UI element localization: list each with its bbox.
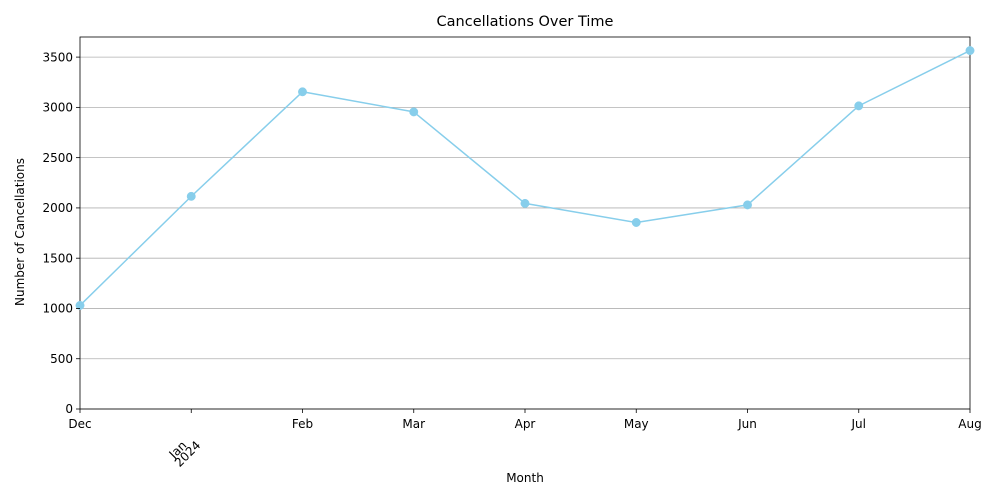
y-tick-label: 1000 [42,302,73,316]
series-layer [75,46,975,310]
y-axis-label: Number of Cancellations [13,158,27,306]
data-point [298,87,307,97]
data-point [186,191,196,201]
data-point [409,107,419,117]
x-tick-label: Jul [851,417,866,431]
y-tick-label: 1500 [42,251,73,265]
data-point [520,198,530,208]
x-tick-label: Aug [958,417,981,431]
x-tick-label: Apr [515,417,536,431]
y-tick-label: 3000 [42,101,73,115]
y-tick-label: 0 [65,402,73,416]
data-point [75,300,85,310]
y-tick-label: 2000 [42,201,73,215]
data-point [631,218,641,227]
x-tick-label: Feb [292,417,313,431]
data-point [854,101,864,111]
data-point [965,46,975,56]
plot-frame [79,36,971,410]
chart-title: Cancellations Over Time [437,14,614,30]
x-tick-label: Dec [68,417,91,431]
y-tick-label: 500 [50,352,73,366]
x-tick-label: Mar [402,417,425,431]
x-tick-label: Jun [737,417,757,431]
axis-layer [79,36,971,410]
tick-layer: 0500100015002000250030003500DecJan2024Fe… [42,50,981,469]
grid-layer [80,56,970,410]
y-tick-label: 3500 [42,50,73,64]
y-tick-label: 2500 [42,151,73,165]
x-axis-label: Month [506,471,544,485]
series-line [79,49,971,307]
data-point [743,200,752,210]
x-tick-label: May [624,417,649,431]
